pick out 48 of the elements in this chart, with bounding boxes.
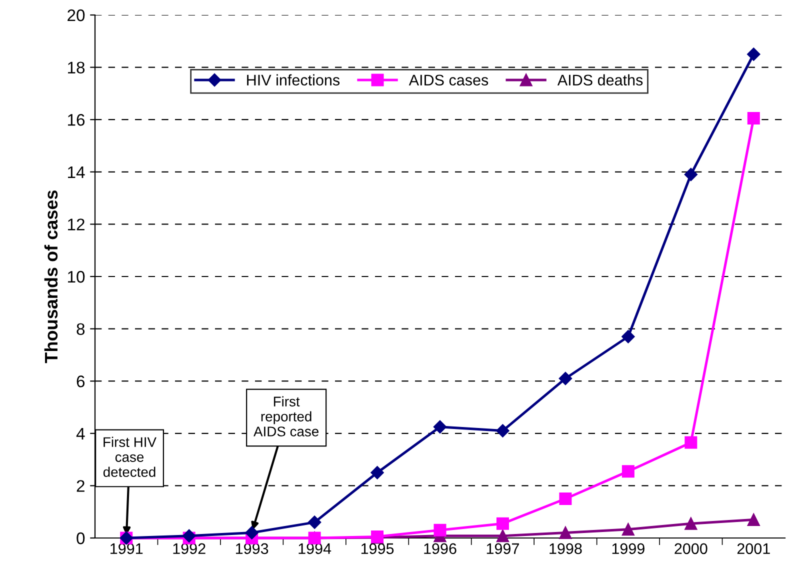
- point: [308, 516, 322, 529]
- y-tick-label: 2: [76, 480, 84, 492]
- point: [496, 517, 509, 530]
- point: [747, 48, 760, 61]
- point: [747, 112, 760, 125]
- point: [370, 466, 384, 480]
- y-tick-label: 12: [68, 218, 84, 230]
- point: [622, 523, 634, 536]
- point: [684, 517, 698, 530]
- x-tick-label: 1999: [612, 543, 644, 554]
- point: [433, 420, 447, 434]
- legend-label: AIDS cases: [408, 74, 488, 86]
- y-tick-label: 4: [76, 428, 85, 440]
- legend-label: AIDS deaths: [557, 74, 643, 86]
- x-tick-label: 1996: [424, 543, 456, 554]
- x-tick-label: 1997: [486, 543, 519, 554]
- point: [622, 465, 634, 478]
- point: [684, 168, 698, 182]
- point: [245, 526, 258, 540]
- x-tick-label: 1993: [236, 543, 268, 554]
- point: [496, 530, 509, 542]
- annotation: First reported AIDS case: [254, 396, 319, 436]
- point: [684, 436, 698, 449]
- point: [747, 513, 760, 526]
- y-axis-title: Thousands of cases: [44, 190, 58, 364]
- point: [558, 372, 572, 386]
- legend-label: HIV infections: [247, 74, 340, 86]
- x-tick-label: 1995: [361, 543, 394, 554]
- point: [559, 526, 572, 540]
- x-tick-label: 1994: [298, 543, 332, 554]
- x-tick-label: 2000: [674, 543, 708, 554]
- x-tick-label: 2001: [737, 543, 770, 554]
- x-tick-label: 1991: [110, 543, 143, 554]
- point: [434, 524, 446, 536]
- point: [622, 330, 635, 344]
- y-tick-label: 10: [68, 270, 85, 283]
- point: [496, 424, 510, 438]
- y-tick-label: 20: [68, 9, 85, 22]
- x-tick-label: 1998: [550, 543, 582, 554]
- point: [559, 492, 572, 506]
- y-tick-label: 8: [76, 323, 85, 336]
- y-tick-label: 16: [68, 114, 85, 126]
- x-tick-label: 1992: [173, 543, 206, 554]
- y-tick-label: 14: [68, 166, 85, 178]
- y-tick-label: 0: [76, 532, 85, 544]
- y-tick-label: 6: [76, 376, 85, 388]
- annotation: First HIV case detected: [103, 436, 156, 477]
- y-tick-label: 18: [68, 62, 85, 74]
